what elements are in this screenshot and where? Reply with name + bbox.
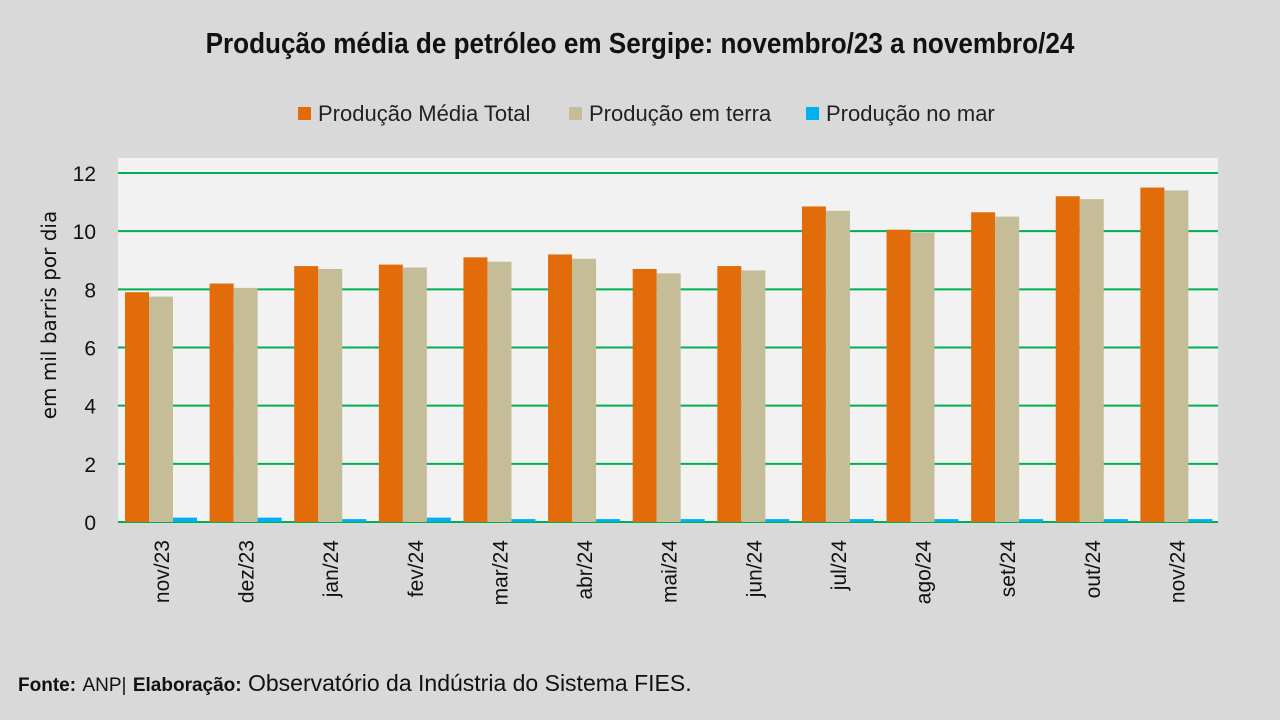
bar-produ-o-m-dia-total-abr-24 <box>548 254 573 522</box>
bar-produ-o-m-dia-total-fev-24 <box>378 264 403 522</box>
bar-produ-o-m-dia-total-set-24 <box>971 212 996 522</box>
bar-produ-o-no-mar-jul-24 <box>849 519 874 522</box>
bar-produ-o-em-terra-jun-24 <box>741 270 766 522</box>
bar-produ-o-m-dia-total-jan-24 <box>294 266 319 522</box>
bar-produ-o-no-mar-dez-23 <box>257 517 282 522</box>
y-axis-ticks: 0 2 4 6 8 10 12 <box>73 163 97 535</box>
bar-produ-o-em-terra-out-24 <box>1079 199 1104 523</box>
bar-produ-o-m-dia-total-dez-23 <box>209 283 234 522</box>
x-axis-ticks: nov/23 dez/23 jan/24 fev/24 mar/24 abr/24 mai/… <box>151 540 1189 606</box>
bar-produ-o-em-terra-abr-24 <box>572 258 597 522</box>
bar-produ-o-em-terra-set-24 <box>995 216 1020 522</box>
bar-produ-o-no-mar-fev-24 <box>426 517 451 522</box>
x-tick-label: dez/23 <box>236 540 259 603</box>
x-tick-label: out/24 <box>1082 540 1105 599</box>
bar-produ-o-em-terra-mai-24 <box>656 273 681 522</box>
legend-label: Produção no mar <box>826 101 995 126</box>
bar-produ-o-no-mar-nov-23 <box>173 517 197 522</box>
bar-produ-o-no-mar-out-24 <box>1103 519 1128 522</box>
y-tick-label: 2 <box>84 454 96 477</box>
bar-produ-o-em-terra-dez-23 <box>233 287 258 522</box>
y-tick-label: 4 <box>84 396 96 419</box>
source-value: ANP| <box>82 675 127 696</box>
x-tick-label: set/24 <box>997 540 1020 598</box>
y-tick-label: 0 <box>84 512 96 535</box>
x-tick-label: nov/24 <box>1166 540 1189 603</box>
source-note: Fonte: ANP| Elaboração: Observatório da … <box>18 670 692 697</box>
bar-produ-o-no-mar-ago-24 <box>934 519 959 522</box>
bar-produ-o-em-terra-nov-23 <box>149 296 173 522</box>
bar-produ-o-em-terra-jul-24 <box>825 210 850 522</box>
bar-produ-o-no-mar-set-24 <box>1019 519 1044 522</box>
x-tick-label: jul/24 <box>828 540 851 592</box>
y-tick-label: 12 <box>73 163 96 186</box>
x-tick-label: jan/24 <box>320 540 343 599</box>
x-tick-label: mar/24 <box>489 540 512 606</box>
bar-produ-o-m-dia-total-out-24 <box>1055 196 1080 522</box>
bar-produ-o-m-dia-total-jun-24 <box>717 266 742 522</box>
legend-label: Produção em terra <box>589 101 772 126</box>
bar-produ-o-em-terra-ago-24 <box>910 232 935 522</box>
x-tick-label: jun/24 <box>743 540 766 599</box>
chart-title: Produção média de petróleo em Sergipe: n… <box>205 28 1075 60</box>
bar-produ-o-em-terra-nov-24 <box>1164 190 1189 522</box>
y-tick-label: 6 <box>84 338 96 361</box>
bar-produ-o-m-dia-total-jul-24 <box>801 206 826 522</box>
bar-produ-o-m-dia-total-nov-24 <box>1140 187 1165 522</box>
x-tick-label: ago/24 <box>913 540 936 605</box>
bar-produ-o-em-terra-fev-24 <box>402 267 427 522</box>
y-tick-label: 8 <box>84 279 96 302</box>
bar-produ-o-m-dia-total-mai-24 <box>632 268 657 522</box>
bar-produ-o-no-mar-nov-24 <box>1188 519 1213 522</box>
x-tick-label: nov/23 <box>151 540 174 603</box>
legend-swatch <box>806 107 819 120</box>
x-tick-label: abr/24 <box>574 540 597 600</box>
bar-produ-o-no-mar-abr-24 <box>596 519 621 522</box>
x-tick-label: fev/24 <box>405 540 428 598</box>
bar-produ-o-no-mar-jun-24 <box>765 519 790 522</box>
x-tick-label: mai/24 <box>659 540 682 603</box>
legend-swatch <box>569 107 582 120</box>
bar-produ-o-m-dia-total-ago-24 <box>886 229 911 522</box>
source-label: Fonte: <box>18 675 77 696</box>
bar-produ-o-m-dia-total-nov-23 <box>125 292 149 522</box>
elaboration-label: Elaboração: <box>132 675 242 696</box>
legend-label: Produção Média Total <box>318 101 530 126</box>
bar-produ-o-no-mar-mai-24 <box>680 519 705 522</box>
y-axis-label: em mil barris por dia <box>37 211 61 420</box>
bar-produ-o-no-mar-mar-24 <box>511 519 536 522</box>
bar-produ-o-em-terra-mar-24 <box>487 261 512 522</box>
legend-swatch <box>298 107 311 120</box>
bar-produ-o-em-terra-jan-24 <box>318 268 343 522</box>
bar-produ-o-m-dia-total-mar-24 <box>463 257 488 522</box>
bar-produ-o-no-mar-jan-24 <box>342 519 367 522</box>
elaboration-value: Observatório da Indústria do Sistema FIE… <box>248 670 692 696</box>
y-tick-label: 10 <box>73 221 96 244</box>
bars <box>125 187 1213 523</box>
chart-legend: Produção Média Total Produção em terra Pro… <box>298 101 995 126</box>
